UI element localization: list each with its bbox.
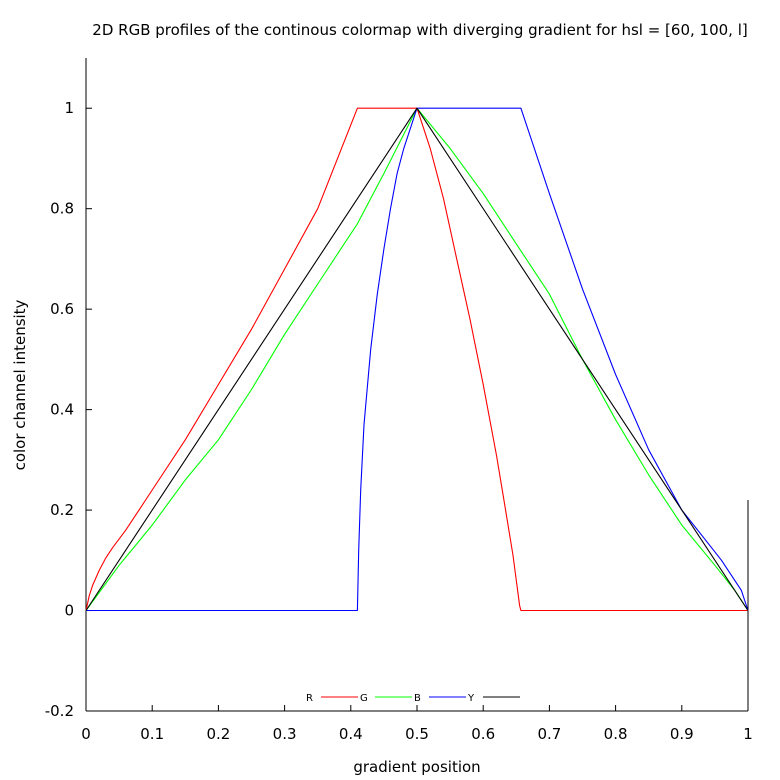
chart-title: 2D RGB profiles of the continous colorma… <box>92 21 747 39</box>
axes <box>85 58 749 712</box>
series-line-r <box>85 107 748 612</box>
x-tick-label: 0.9 <box>670 725 694 743</box>
y-tick-label: 1 <box>64 99 74 117</box>
y-axis-label: color channel intensity <box>11 299 29 470</box>
x-tick-label: 0.8 <box>604 725 628 743</box>
x-tick-label: 1 <box>743 725 753 743</box>
x-ticks: 0 0.1 0.2 0.3 0.4 0.5 0.6 0.7 0.8 0.9 1 <box>81 705 753 743</box>
x-tick-label: 0 <box>81 725 91 743</box>
legend-label-b: B <box>414 693 421 704</box>
y-tick-label: -0.2 <box>45 702 74 720</box>
y-tick-label: 0 <box>64 602 74 620</box>
x-tick-label: 0.3 <box>273 725 297 743</box>
x-tick-label: 0.4 <box>339 725 363 743</box>
series-line-y <box>85 107 749 611</box>
legend-label-r: R <box>306 693 313 704</box>
x-tick-label: 0.5 <box>405 725 429 743</box>
x-tick-label: 0.6 <box>471 725 495 743</box>
y-tick-label: 0.2 <box>50 501 74 519</box>
y-tick-label: 0.6 <box>50 300 74 318</box>
x-tick-label: 0.2 <box>206 725 230 743</box>
plot-lines <box>85 107 749 612</box>
x-axis-label: gradient position <box>353 758 480 776</box>
series-line-g <box>85 107 749 611</box>
x-tick-label: 0.7 <box>537 725 561 743</box>
y-tick-label: 0.4 <box>50 401 74 419</box>
legend-label-g: G <box>360 693 368 704</box>
y-tick-label: 0.8 <box>50 200 74 218</box>
y-ticks: -0.2 0 0.2 0.4 0.6 0.8 1 <box>45 99 92 720</box>
legend-label-y: Y <box>467 693 475 704</box>
x-tick-label: 0.1 <box>140 725 164 743</box>
series-line-b <box>86 107 749 612</box>
